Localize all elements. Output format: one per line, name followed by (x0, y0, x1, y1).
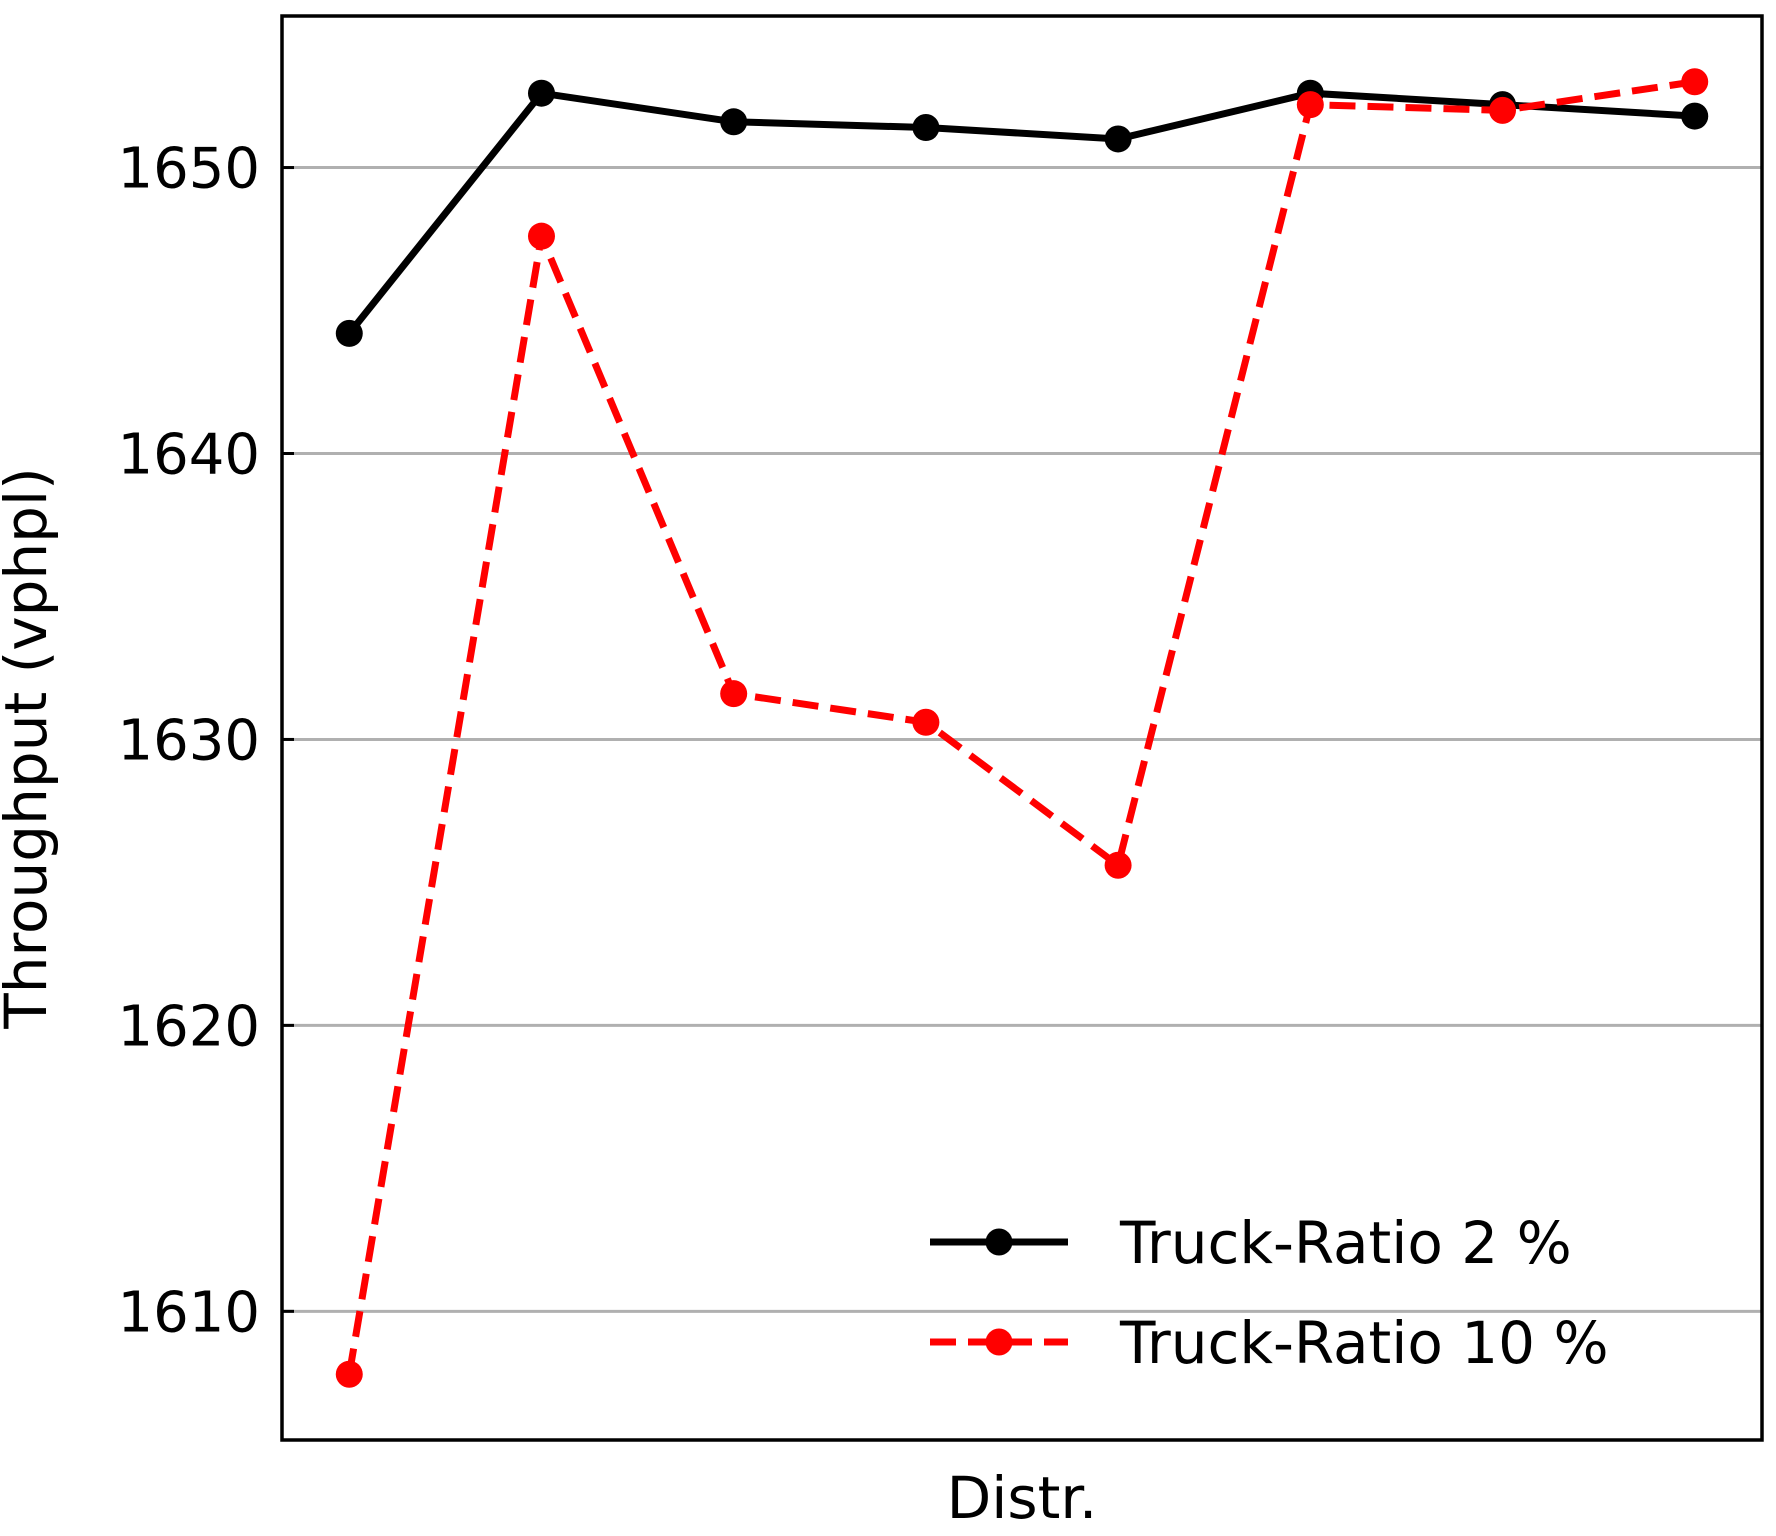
legend-label-2: Truck-Ratio 10 % (1119, 1309, 1609, 1377)
data-point-s1-2 (527, 79, 555, 107)
data-point-s1-5 (1104, 125, 1132, 153)
data-series (335, 68, 1709, 1388)
data-point-s2-1 (335, 1360, 363, 1388)
x-axis-label: Distr. (947, 1464, 1098, 1532)
legend-marker-1 (985, 1228, 1013, 1256)
y-tick-label-1620: 1620 (117, 994, 260, 1059)
legend: Truck-Ratio 2 % Truck-Ratio 10 % (930, 1209, 1609, 1377)
data-point-s1-4 (912, 114, 940, 142)
data-point-s1-3 (720, 108, 748, 136)
data-point-s2-2 (527, 222, 555, 250)
y-tick-label-1630: 1630 (117, 708, 260, 773)
y-axis-label: Throughput (vphpl) (0, 467, 60, 1029)
y-tick-label-1640: 1640 (117, 422, 260, 487)
gridlines (282, 166, 1762, 1313)
data-point-s2-3 (720, 680, 748, 708)
data-point-s2-8 (1681, 68, 1709, 96)
plot-frame (280, 14, 1764, 1442)
y-tick-labels: 1610 1620 1630 1640 1650 (117, 137, 294, 1345)
y-tick-label-1610: 1610 (117, 1280, 260, 1345)
series-line-1 (346, 89, 1695, 336)
legend-label-1: Truck-Ratio 2 % (1119, 1209, 1572, 1277)
legend-marker-2 (985, 1328, 1013, 1356)
data-point-s2-5 (1104, 851, 1132, 879)
data-point-s2-4 (912, 708, 940, 736)
data-point-s2-7 (1489, 96, 1517, 124)
data-point-s1-1 (335, 319, 363, 347)
data-point-s2-6 (1296, 91, 1324, 119)
data-point-s1-8 (1681, 102, 1709, 130)
series-line-2 (345, 78, 1696, 1375)
y-tick-label-1650: 1650 (117, 137, 260, 202)
